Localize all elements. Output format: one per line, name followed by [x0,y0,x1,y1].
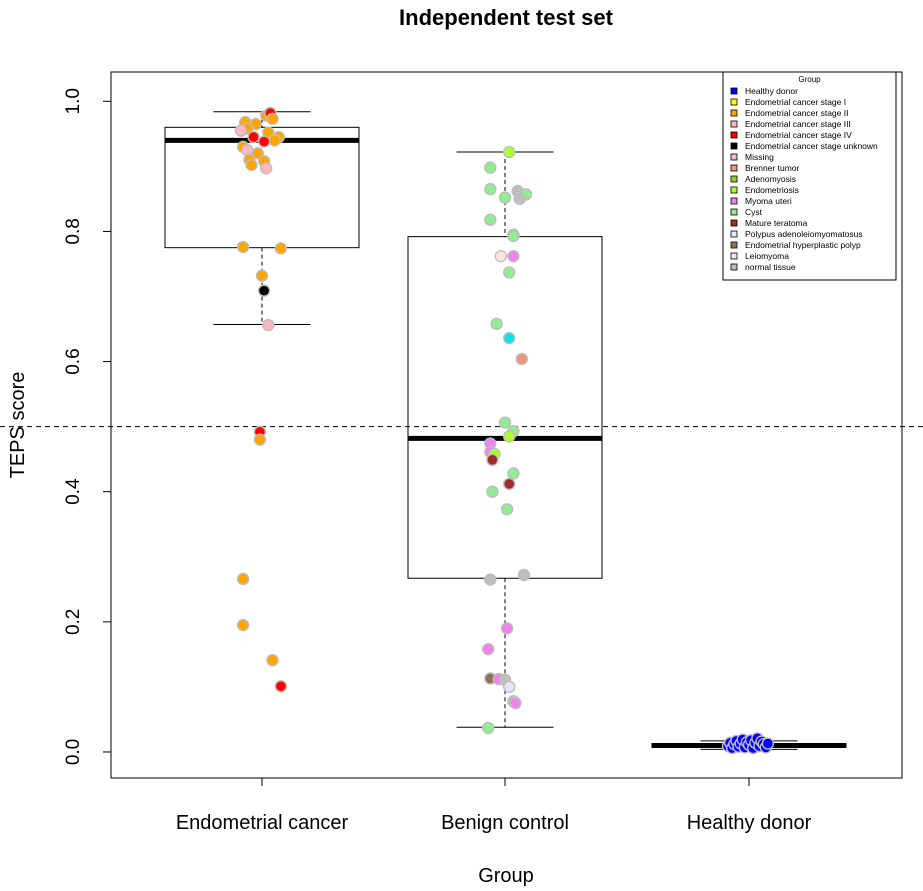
legend-swatch [730,219,738,227]
legend-entry-label: Endometrial cancer stage I [745,97,846,107]
data-point [482,721,495,735]
data-point [257,135,271,148]
data-point [266,654,279,667]
legend-entry-label: Endometrial cancer stage IV [745,130,852,140]
data-point [507,229,520,243]
legend-swatch [730,87,738,95]
data-point [761,737,775,750]
data-point [484,573,497,586]
data-point [498,416,512,429]
data-point [484,161,497,174]
data-point [490,317,503,331]
legend-entry-label: Brenner tumor [745,163,799,173]
legend-entry-label: Endometrial cancer stage II [745,108,848,118]
data-point [500,622,514,635]
data-point [236,572,250,586]
legend-title: Group [798,75,821,84]
data-point [484,213,497,226]
legend-swatch [730,197,738,205]
data-point [486,485,499,498]
data-point [503,680,516,694]
data-point [245,158,258,172]
legend-swatch [730,98,738,106]
y-tick-label: 0.0 [63,739,84,765]
data-point [503,477,516,491]
data-point [255,269,269,282]
legend-entry-label: Endometriosis [745,185,799,195]
legend-entry-label: Polypus adenoleiomyomatosus [745,229,863,239]
x-axis-label: Group [478,865,534,887]
data-point [236,618,250,632]
chart-title: Independent test set [399,5,614,30]
legend-box [722,71,897,281]
data-point [274,242,288,255]
legend-entry-label: Endometrial cancer stage III [745,119,851,129]
data-point [247,130,260,144]
legend-swatch [730,252,738,260]
category-label: Healthy donor [687,812,812,834]
legend-swatch [730,208,738,216]
data-point [507,467,520,480]
data-point [503,145,516,159]
legend-entry-label: Missing [745,152,774,162]
legend-entry-label: Adenomyosis [745,174,796,184]
legend-entry-label: Mature teratoma [745,218,808,228]
data-point [260,162,273,175]
legend-swatch [730,131,738,139]
legend-entry-label: Cyst [745,207,763,217]
legend-swatch [730,120,738,128]
legend-swatch [730,109,738,117]
y-tick-label: 0.4 [63,478,84,505]
y-tick-label: 1.0 [63,88,84,114]
data-point [513,192,526,206]
data-point [517,568,531,582]
data-point [498,191,512,204]
data-point [503,331,516,345]
legend-swatch [730,175,738,183]
legend-swatch [730,186,738,194]
legend-swatch [730,164,738,172]
plot-area: 0.0 0.2 0.4 0.6 0.8 1.0 Endometrial cancer Beni… [0,71,923,834]
data-point [484,182,497,196]
data-point [509,696,522,710]
legend-swatch [730,241,738,249]
legend-entry-label: Endometrial hyperplastic polyp [745,240,861,250]
data-point [500,503,514,516]
y-axis-label: TEPS score [7,372,29,479]
category-label: Endometrial cancer [176,812,349,834]
data-point [234,124,248,137]
data-point [268,134,281,147]
data-point [482,642,495,656]
data-point [486,453,499,467]
legend-entry-label: Leiomyoma [745,251,789,261]
data-point [266,112,279,126]
data-point [503,430,516,443]
legend-entry-label: normal tissue [745,262,796,272]
data-point [253,433,267,446]
legend-swatch [730,142,738,150]
legend-swatch [730,153,738,161]
data-point [507,249,520,263]
data-point [257,284,271,297]
category-label: Benign control [441,812,569,834]
data-point [274,680,288,693]
legend-swatch [730,263,738,271]
data-point [262,318,275,332]
data-point [515,352,528,366]
y-tick-label: 0.2 [63,609,84,635]
legend-entry-label: Healthy donor [745,86,798,96]
y-tick-label: 0.6 [63,348,84,374]
data-point [503,266,516,279]
legend-entry-label: Myoma uteri [745,196,792,206]
y-tick-label: 0.8 [63,218,84,244]
legend-swatch [730,230,738,238]
box-iqr [164,126,360,249]
data-point [236,240,250,254]
legend-entry-label: Endometrial cancer stage unknown [745,141,878,151]
box-iqr [407,236,603,579]
data-point [494,249,507,263]
